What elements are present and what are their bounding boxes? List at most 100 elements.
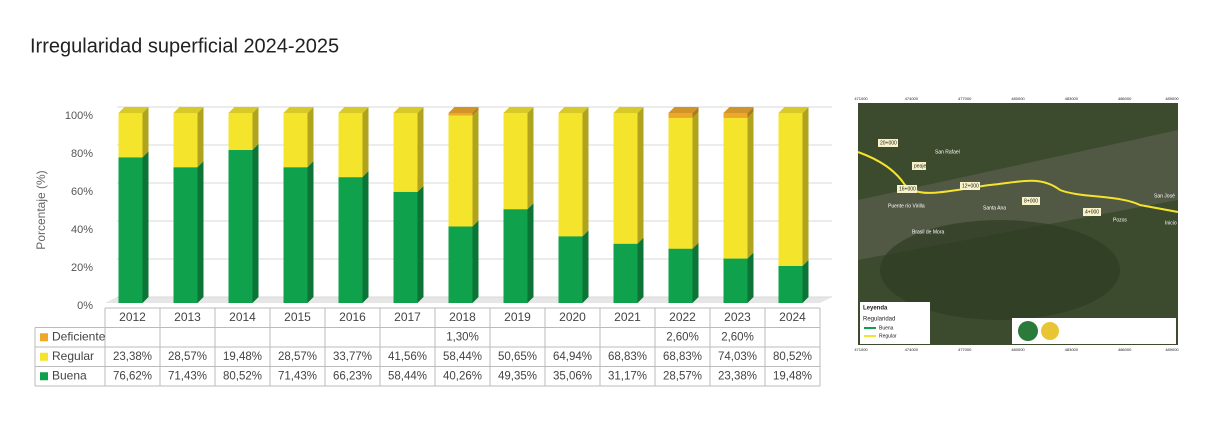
bar-side: [307, 107, 314, 168]
bar-side: [527, 107, 534, 210]
x-tick-label: 2024: [779, 310, 806, 324]
table-cell: 58,44%: [388, 370, 427, 382]
bar: [558, 230, 589, 303]
bar-side: [582, 107, 589, 237]
bar-side: [417, 185, 424, 303]
table-cell: 58,44%: [443, 351, 482, 363]
place-label: San José: [1154, 193, 1175, 199]
bar-side: [362, 107, 369, 178]
legend-swatch: [40, 372, 48, 381]
bar-side: [692, 242, 699, 303]
legend-item: Regular: [879, 333, 897, 339]
bar-front: [118, 113, 143, 158]
table-cell: 80,52%: [223, 370, 262, 382]
bar-front: [283, 167, 308, 303]
y-tick-label: 80%: [71, 148, 93, 160]
table-cell: 49,35%: [498, 370, 537, 382]
bar: [393, 185, 424, 303]
toll-box: [912, 162, 926, 170]
x-tick-label: 2020: [559, 310, 586, 324]
map-coord: 480000: [1011, 96, 1025, 101]
station-box: [897, 185, 917, 193]
bar-front: [558, 236, 583, 303]
bar-front: [723, 258, 748, 303]
bar-top: [228, 107, 259, 113]
y-axis-label: Porcentaje (%): [34, 170, 48, 249]
y-tick-label: 100%: [65, 110, 93, 122]
bar-front: [173, 113, 198, 168]
bar-front: [778, 113, 803, 266]
table-cell: 80,52%: [773, 351, 812, 363]
bar-side: [747, 252, 754, 303]
bar: [668, 242, 699, 303]
bar-front: [723, 117, 748, 259]
table-cell: 2,60%: [666, 331, 699, 343]
bar: [448, 109, 479, 227]
bar: [613, 107, 644, 244]
bar-front: [668, 248, 693, 303]
x-tick-label: 2019: [504, 310, 531, 324]
station-label: 4+000: [1085, 209, 1099, 215]
bar-top: [338, 107, 369, 113]
table-cell: 50,65%: [498, 351, 537, 363]
table-cell: 31,17%: [608, 370, 647, 382]
bar-front: [338, 113, 363, 178]
place-label: Pozos: [1113, 217, 1127, 223]
bar-side: [527, 203, 534, 303]
bar-top: [118, 107, 149, 113]
table-cell: 19,48%: [773, 370, 812, 382]
bar-top: [778, 107, 809, 113]
toll-label: peaje: [914, 163, 926, 169]
map-coord: 489000: [1165, 347, 1179, 352]
legend-label: Buena: [52, 368, 87, 382]
map-coord: 471000: [854, 96, 868, 101]
place-label: San Rafael: [935, 149, 960, 155]
x-tick-label: 2016: [339, 310, 366, 324]
legend-label: Deficiente: [52, 329, 106, 343]
bar: [338, 107, 369, 178]
bar: [448, 220, 479, 303]
x-tick-label: 2022: [669, 310, 696, 324]
bar: [393, 107, 424, 192]
bar-side: [417, 107, 424, 192]
bar-side: [362, 171, 369, 303]
map-coord: 471000: [854, 347, 868, 352]
table-cell: 33,77%: [333, 351, 372, 363]
bar-front: [118, 157, 143, 303]
map-coord: 483000: [1065, 96, 1079, 101]
bar: [283, 161, 314, 303]
y-tick-label: 0%: [77, 300, 93, 312]
bar: [173, 161, 204, 303]
bar-top: [393, 107, 424, 113]
bar-side: [747, 111, 754, 259]
bar-top: [558, 107, 589, 113]
bar-side: [252, 144, 259, 303]
legend-item: Buena: [879, 325, 894, 331]
bar-top: [668, 107, 699, 113]
y-tick-label: 60%: [71, 186, 93, 198]
map-coord: 474000: [905, 96, 919, 101]
map-coord: 489000: [1165, 96, 1179, 101]
bar-front: [613, 113, 638, 244]
bar-side: [472, 109, 479, 227]
bar: [668, 111, 699, 249]
route: [857, 151, 1179, 213]
bar: [228, 107, 259, 151]
bar: [778, 259, 809, 303]
forest-area: [880, 220, 1120, 320]
x-tick-label: 2023: [724, 310, 751, 324]
station-label: 20+000: [880, 140, 897, 146]
bar-side: [197, 107, 204, 168]
legend-title: Leyenda: [863, 306, 888, 312]
bar: [723, 111, 754, 259]
x-tick-label: 2014: [229, 310, 256, 324]
bar-front: [613, 243, 638, 303]
table-cell: 35,06%: [553, 370, 592, 382]
bar: [558, 107, 589, 237]
bar: [118, 151, 149, 303]
bar-front: [393, 191, 418, 303]
bar-top: [613, 107, 644, 113]
bar-side: [142, 107, 149, 158]
bar-side: [142, 151, 149, 303]
